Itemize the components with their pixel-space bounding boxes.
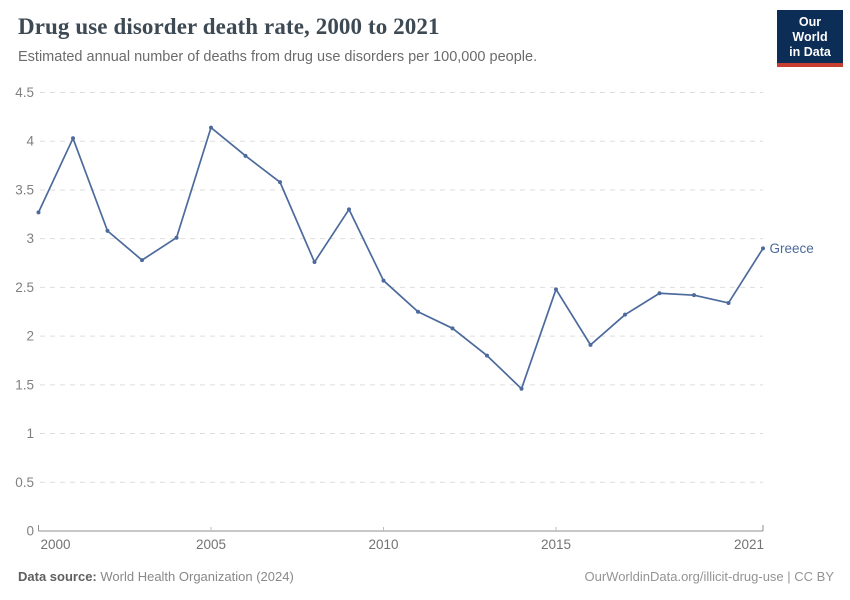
data-point[interactable] <box>450 326 455 331</box>
data-point[interactable] <box>71 136 75 141</box>
data-point[interactable] <box>416 309 420 314</box>
data-source-value: World Health Organization (2024) <box>100 569 294 584</box>
chart-footer: Data source: World Health Organization (… <box>18 569 834 584</box>
x-axis-tick-label: 2021 <box>734 537 764 552</box>
x-axis-tick-label: 2000 <box>41 537 71 552</box>
y-axis-tick-label: 0.5 <box>15 475 34 490</box>
series-line-greece[interactable] <box>37 126 764 390</box>
data-point[interactable] <box>209 125 213 130</box>
data-point[interactable] <box>726 300 731 305</box>
data-point[interactable] <box>105 228 110 233</box>
chart-title: Drug use disorder death rate, 2000 to 20… <box>18 14 440 39</box>
data-source: Data source: World Health Organization (… <box>18 569 294 584</box>
data-point[interactable] <box>692 293 696 298</box>
y-axis-tick-label: 2 <box>26 329 34 344</box>
x-axis-tick-label: 2015 <box>541 537 571 552</box>
data-point[interactable] <box>312 260 317 265</box>
data-point[interactable] <box>519 386 524 391</box>
data-point[interactable] <box>174 235 179 240</box>
owid-logo-line2: in Data <box>789 44 831 59</box>
y-axis-tick-label: 4.5 <box>15 85 34 100</box>
owid-logo: Our World in Data <box>777 10 843 68</box>
data-point[interactable] <box>588 342 593 347</box>
data-point[interactable] <box>554 287 558 292</box>
data-point[interactable] <box>347 207 351 212</box>
data-point[interactable] <box>761 246 765 251</box>
y-axis-tick-label: 3 <box>26 231 34 246</box>
y-axis-tick-label: 2.5 <box>15 280 34 295</box>
data-point[interactable] <box>278 180 282 185</box>
data-point[interactable] <box>381 278 386 283</box>
data-point[interactable] <box>243 153 248 158</box>
x-axis-tick-label: 2005 <box>196 537 226 552</box>
series-end-label[interactable]: Greece <box>770 241 814 256</box>
data-source-label: Data source: <box>18 569 97 584</box>
data-point[interactable] <box>485 353 489 358</box>
y-axis-tick-label: 1 <box>26 426 34 441</box>
y-axis-tick-label: 3.5 <box>15 182 34 197</box>
attribution-link[interactable]: OurWorldinData.org/illicit-drug-use | CC… <box>584 569 835 584</box>
y-axis-tick-label: 4 <box>26 134 34 149</box>
chart-header: Drug use disorder death rate, 2000 to 20… <box>18 14 760 65</box>
data-point[interactable] <box>36 210 41 215</box>
data-point[interactable] <box>623 312 627 317</box>
chart-subtitle: Estimated annual number of deaths from d… <box>18 49 538 65</box>
data-point[interactable] <box>657 291 662 296</box>
y-axis-tick-label: 1.5 <box>15 377 34 392</box>
owid-logo-line1: Our World <box>792 15 828 44</box>
y-axis-tick-label: 0 <box>26 524 34 539</box>
data-point[interactable] <box>140 258 144 263</box>
x-axis-tick-label: 2010 <box>368 537 398 552</box>
